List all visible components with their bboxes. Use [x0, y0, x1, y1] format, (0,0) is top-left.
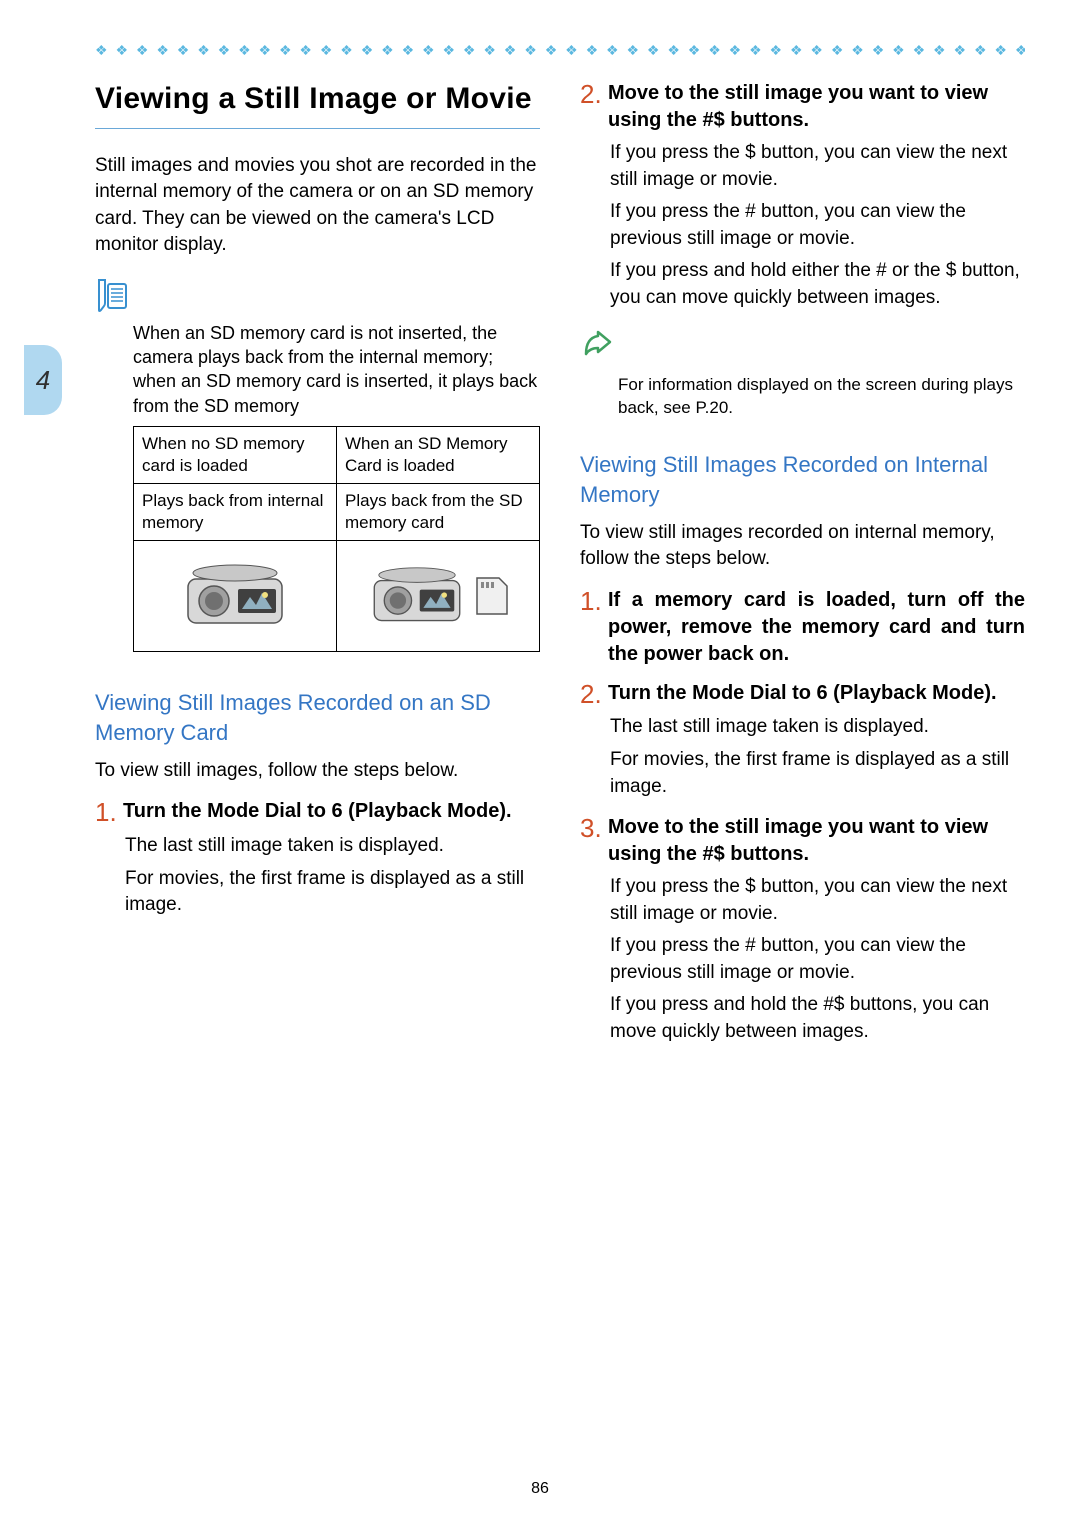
- table-cell: Plays back from internal memory: [134, 484, 336, 540]
- step-body: The last still image taken is displayed.…: [610, 714, 1025, 800]
- section-intro: To view still images, follow the steps b…: [95, 758, 540, 785]
- step-number: 2.: [580, 680, 608, 709]
- step-body-line: If you press the $ button, you can view …: [610, 874, 1025, 927]
- table-row: Plays back from internal memory Plays ba…: [134, 483, 539, 540]
- right-column: 2. Move to the still image you want to v…: [580, 80, 1025, 1468]
- page-title: Viewing a Still Image or Movie: [95, 80, 540, 118]
- step-body: If you press the $ button, you can view …: [610, 140, 1025, 312]
- page-number: 86: [0, 1480, 1080, 1498]
- table-cell: Plays back from the SD memory card: [336, 484, 539, 540]
- step-number: 2.: [580, 80, 608, 109]
- step-title: Turn the Mode Dial to 6 (Playback Mode).: [608, 680, 1025, 707]
- step-number: 1.: [580, 587, 608, 616]
- camera-icon: [180, 561, 290, 631]
- sd-card-icon: [473, 574, 509, 618]
- reference-icon: [580, 326, 1025, 365]
- table-row: [134, 540, 539, 651]
- step-title: If a memory card is loaded, turn off the…: [608, 587, 1025, 668]
- title-underline: [95, 128, 540, 129]
- step-body-line: If you press and hold the #$ buttons, yo…: [610, 992, 1025, 1045]
- table-cell: When an SD Memory Card is loaded: [336, 427, 539, 483]
- reference-text: For information displayed on the screen …: [618, 373, 1025, 421]
- decorative-diamond-border: ❖ ❖ ❖ ❖ ❖ ❖ ❖ ❖ ❖ ❖ ❖ ❖ ❖ ❖ ❖ ❖ ❖ ❖ ❖ ❖ …: [95, 42, 1025, 56]
- section-heading: Viewing Still Images Recorded on Interna…: [580, 450, 1025, 509]
- memory-table: When no SD memory card is loaded When an…: [133, 426, 540, 652]
- step-number: 3.: [580, 814, 608, 843]
- step-item: 1. If a memory card is loaded, turn off …: [580, 587, 1025, 668]
- step-body-line: For movies, the first frame is displayed…: [610, 747, 1025, 800]
- camera-icon: [367, 561, 467, 631]
- left-column: Viewing a Still Image or Movie Still ima…: [95, 80, 540, 1468]
- step-body: The last still image taken is displayed.…: [125, 833, 540, 919]
- step-title: Move to the still image you want to view…: [608, 80, 1025, 134]
- step-number: 1.: [95, 798, 123, 827]
- table-cell-image: [134, 541, 336, 651]
- step-body-line: The last still image taken is displayed.: [125, 833, 540, 860]
- section-heading: Viewing Still Images Recorded on an SD M…: [95, 688, 540, 747]
- step-item: 3. Move to the still image you want to v…: [580, 814, 1025, 868]
- note-icon: [95, 277, 540, 313]
- step-body-line: If you press and hold either the # or th…: [610, 258, 1025, 311]
- chapter-number: 4: [36, 365, 50, 396]
- step-body-line: For movies, the first frame is displayed…: [125, 866, 540, 919]
- step-title: Turn the Mode Dial to 6 (Playback Mode).: [123, 798, 540, 825]
- step-body: If you press the $ button, you can view …: [610, 874, 1025, 1046]
- step-item: 2. Move to the still image you want to v…: [580, 80, 1025, 134]
- step-body-line: If you press the # button, you can view …: [610, 199, 1025, 252]
- page-content: Viewing a Still Image or Movie Still ima…: [95, 80, 1025, 1468]
- table-row: When no SD memory card is loaded When an…: [134, 427, 539, 483]
- note-text: When an SD memory card is not inserted, …: [133, 321, 540, 418]
- step-body-line: If you press the # button, you can view …: [610, 933, 1025, 986]
- chapter-tab: 4: [24, 345, 62, 415]
- step-item: 1. Turn the Mode Dial to 6 (Playback Mod…: [95, 798, 540, 827]
- step-item: 2. Turn the Mode Dial to 6 (Playback Mod…: [580, 680, 1025, 709]
- intro-paragraph: Still images and movies you shot are rec…: [95, 153, 540, 259]
- section-intro: To view still images recorded on interna…: [580, 520, 1025, 573]
- step-body-line: If you press the $ button, you can view …: [610, 140, 1025, 193]
- table-cell-image: [336, 541, 539, 651]
- step-title: Move to the still image you want to view…: [608, 814, 1025, 868]
- table-cell: When no SD memory card is loaded: [134, 427, 336, 483]
- step-body-line: The last still image taken is displayed.: [610, 714, 1025, 741]
